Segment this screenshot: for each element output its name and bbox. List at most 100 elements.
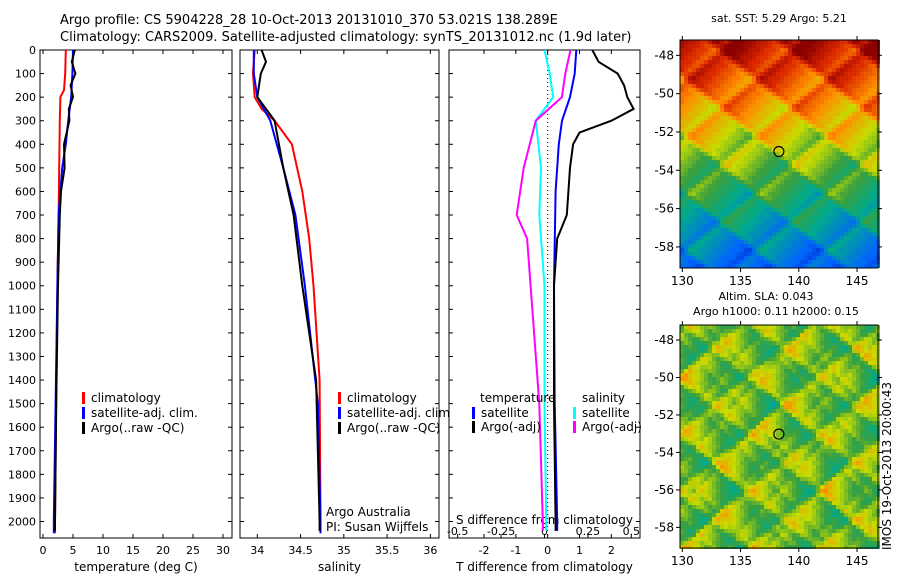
heatmap-cell [808, 156, 812, 160]
heatmap-cell [792, 377, 796, 381]
heatmap-cell [840, 148, 844, 152]
panel-frame-1 [239, 49, 440, 539]
heatmap-cell [872, 385, 876, 389]
heatmap-cell [804, 100, 808, 104]
heatmap-cell [692, 124, 696, 128]
heatmap-cell [832, 112, 836, 116]
heatmap-cell [872, 200, 876, 204]
heatmap-cell [684, 453, 688, 457]
heatmap-cell [872, 212, 876, 216]
heatmap-cell [804, 333, 808, 337]
heatmap-cell [820, 56, 824, 60]
series-line-temperature-argo-adj- [553, 49, 635, 531]
heatmap-cell [692, 453, 696, 457]
heatmap-cell [700, 437, 704, 441]
heatmap-cell [872, 417, 876, 421]
heatmap-cell [840, 381, 844, 385]
heatmap-cell [864, 48, 868, 52]
heatmap-cell [832, 256, 836, 260]
heatmap-cell [772, 236, 776, 240]
heatmap-cell [808, 405, 812, 409]
heatmap-cell [868, 160, 872, 164]
heatmap-cell [844, 357, 848, 361]
heatmap-cell [776, 236, 780, 240]
heatmap-cell [824, 469, 828, 473]
heatmap-cell [700, 337, 704, 341]
heatmap-cell [860, 144, 864, 148]
heatmap-cell [744, 256, 748, 260]
heatmap-cell [700, 104, 704, 108]
heatmap-cell [680, 397, 684, 401]
heatmap-cell [744, 353, 748, 357]
heatmap-cell [760, 417, 764, 421]
heatmap-cell [868, 449, 872, 453]
heatmap-cell [756, 116, 760, 120]
heatmap-cell [720, 116, 724, 120]
heatmap-cell [764, 369, 768, 373]
heatmap-cell [736, 128, 740, 132]
heatmap-cell [832, 152, 836, 156]
heatmap-cell [868, 148, 872, 152]
heatmap-cell [788, 160, 792, 164]
heatmap-cell [744, 405, 748, 409]
heatmap-cell [836, 425, 840, 429]
legend-swatch [82, 392, 85, 404]
heatmap-cell [756, 437, 760, 441]
heatmap-cell [780, 373, 784, 377]
heatmap-cell [688, 204, 692, 208]
heatmap-cell [768, 92, 772, 96]
heatmap-cell [768, 216, 772, 220]
heatmap-cell [800, 244, 804, 248]
heatmap-cell [756, 120, 760, 124]
heatmap-cell [836, 417, 840, 421]
heatmap-cell [800, 433, 804, 437]
heatmap-cell [764, 329, 768, 333]
heatmap-cell [800, 224, 804, 228]
heatmap-cell [788, 128, 792, 132]
heatmap-cell [872, 132, 876, 136]
heatmap-cell [684, 256, 688, 260]
heatmap-cell [804, 64, 808, 68]
heatmap-cell [696, 405, 700, 409]
heatmap-cell [828, 329, 832, 333]
heatmap-cell [720, 144, 724, 148]
heatmap-cell [828, 204, 832, 208]
heatmap-cell [852, 405, 856, 409]
heatmap-cell [812, 212, 816, 216]
heatmap-cell [800, 260, 804, 264]
heatmap-cell [712, 160, 716, 164]
heatmap-cell [784, 437, 788, 441]
heatmap-cell [812, 256, 816, 260]
heatmap-cell [796, 80, 800, 84]
heatmap-cell [828, 349, 832, 353]
heatmap-cell [824, 232, 828, 236]
heatmap-cell [844, 80, 848, 84]
heatmap-cell [716, 144, 720, 148]
heatmap-cell [804, 369, 808, 373]
heatmap-cell [820, 256, 824, 260]
heatmap-cell [796, 381, 800, 385]
heatmap-cell [720, 357, 724, 361]
heatmap-cell [712, 216, 716, 220]
heatmap-cell [700, 80, 704, 84]
heatmap-cell [752, 208, 756, 212]
heatmap-cell [808, 353, 812, 357]
heatmap-cell [800, 353, 804, 357]
heatmap-cell [872, 381, 876, 385]
heatmap-cell [764, 228, 768, 232]
heatmap-cell [836, 369, 840, 373]
heatmap-cell [868, 52, 872, 56]
heatmap-cell [828, 112, 832, 116]
heatmap-cell [756, 136, 760, 140]
heatmap-cell [860, 244, 864, 248]
heatmap-cell [840, 393, 844, 397]
heatmap-cell [732, 337, 736, 341]
heatmap-cell [844, 136, 848, 140]
heatmap-cell [688, 148, 692, 152]
heatmap-cell [860, 389, 864, 393]
heatmap-cell [748, 120, 752, 124]
heatmap-cell [716, 429, 720, 433]
heatmap-cell [824, 333, 828, 337]
heatmap-cell [804, 425, 808, 429]
heatmap-cell [812, 329, 816, 333]
